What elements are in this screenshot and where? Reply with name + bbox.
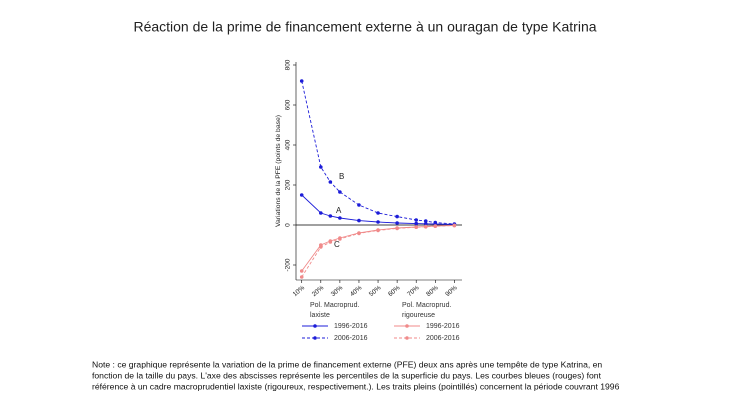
data-point [319, 165, 323, 169]
chart-title: Réaction de la prime de financement exte… [133, 19, 596, 35]
series-line [301, 194, 455, 225]
x-tick-label: 20% [311, 284, 326, 298]
data-point [299, 275, 304, 279]
legend-label: 2006-2016 [334, 335, 368, 342]
data-point [328, 180, 333, 184]
data-point [338, 190, 342, 194]
data-point [357, 218, 361, 223]
x-tick-label: 40% [349, 284, 364, 298]
legend-label: 1996-2016 [334, 323, 368, 330]
series-line [301, 225, 455, 278]
x-tick-label: 10% [292, 284, 307, 298]
x-tick-label: 80% [425, 284, 440, 298]
x-tick-label: 50% [368, 284, 383, 298]
annotation: B [339, 172, 344, 181]
series-line [301, 224, 455, 272]
annotation: A [336, 206, 342, 215]
y-tick-label: 400 [285, 139, 292, 150]
data-point [395, 214, 399, 219]
y-axis-label: Variations de la PFE (points de base) [275, 115, 282, 227]
data-point [338, 216, 342, 220]
x-tick-label: 70% [406, 284, 421, 298]
data-point [376, 211, 380, 215]
data-point [299, 79, 304, 83]
data-point [433, 224, 438, 228]
data-point [376, 228, 380, 233]
data-point [423, 219, 428, 223]
annotation: C [334, 240, 340, 249]
data-point [328, 214, 333, 218]
legend-marker [313, 324, 317, 328]
legend-group-title: laxiste [310, 312, 330, 319]
y-tick-label: 200 [285, 179, 292, 190]
note: Note : ce graphique représente la variat… [92, 359, 602, 369]
data-point [376, 220, 380, 224]
data-point [299, 269, 304, 273]
data-point [357, 231, 361, 236]
y-tick-label: 800 [285, 59, 292, 70]
legend-marker [405, 324, 409, 328]
series-line [301, 80, 455, 225]
data-point [433, 220, 438, 225]
data-point [338, 237, 342, 241]
data-point [357, 203, 361, 207]
data-point [319, 211, 323, 215]
data-point [423, 222, 428, 226]
data-point [319, 245, 323, 249]
x-tick-label: 90% [444, 284, 459, 298]
x-tick-label: 60% [387, 284, 402, 298]
data-point [328, 240, 333, 244]
data-point [414, 225, 419, 229]
data-point [414, 218, 419, 222]
x-tick-label: 30% [330, 284, 345, 298]
data-point [299, 193, 304, 197]
data-point [414, 221, 419, 226]
legend-label: 1996-2016 [426, 323, 460, 330]
legend-group-title: Pol. Macroprud. [402, 302, 451, 309]
data-point [423, 225, 428, 229]
legend-marker [313, 336, 317, 340]
y-tick-label: 0 [285, 223, 292, 227]
y-tick-label: 600 [285, 99, 292, 110]
data-point [395, 221, 399, 225]
data-point [395, 226, 399, 231]
y-tick-label: -200 [285, 258, 292, 271]
data-point [452, 223, 457, 228]
legend-group-title: Pol. Macroprud. [310, 302, 359, 309]
legend-group-title: rigoureuse [402, 312, 435, 319]
note: fonction de la taille du pays. L'axe des… [92, 370, 602, 380]
legend-label: 2006-2016 [426, 335, 460, 342]
note: référence à un cadre macroprudentiel lax… [92, 381, 620, 391]
legend-marker [405, 336, 409, 340]
